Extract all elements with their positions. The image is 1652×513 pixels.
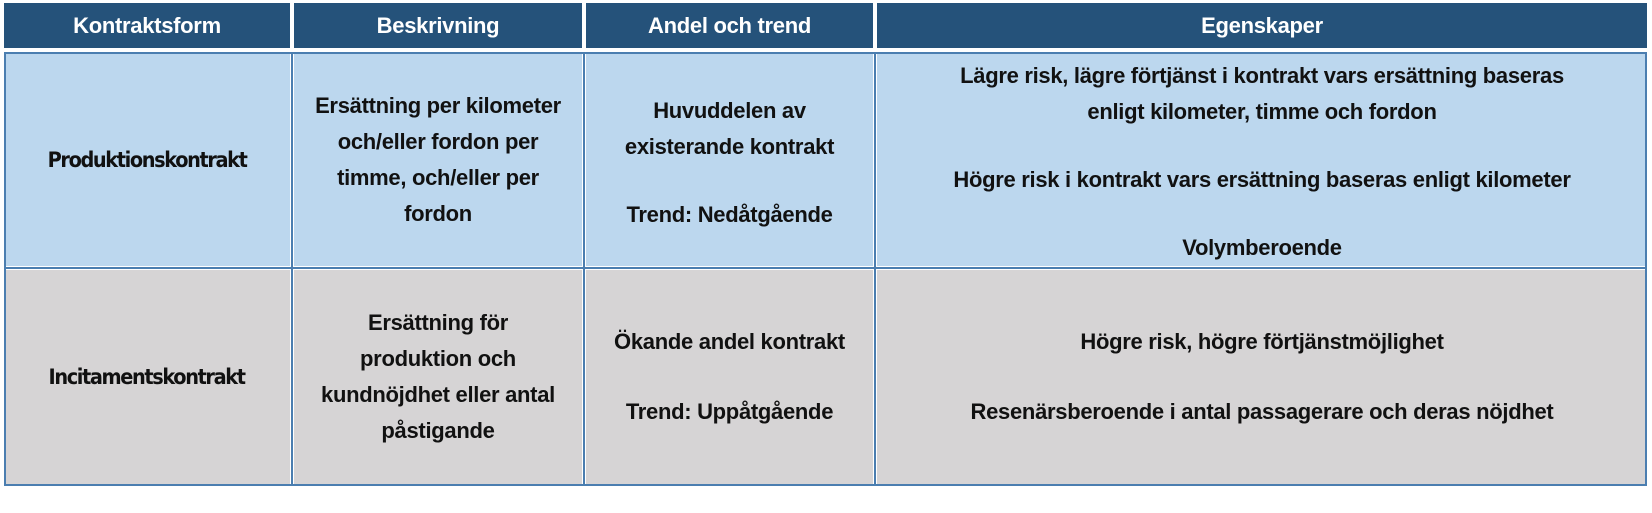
row1-trend: Trend: Nedåtgående (626, 202, 833, 227)
row1-share-cell: Huvuddelen av existerande kontrakt Trend… (586, 54, 873, 266)
header-label: Andel och trend (648, 12, 811, 38)
header-kontraktsform: Kontraktsform (4, 3, 290, 48)
row1-description-line: fordon (404, 201, 472, 226)
contract-table: Kontraktsform Beskrivning Andel och tren… (4, 3, 1647, 510)
column-divider (291, 52, 293, 486)
header-egenskaper: Egenskaper (877, 3, 1647, 48)
row1-type: Produktionskontrakt (47, 148, 248, 172)
header-divider (4, 50, 1647, 52)
row1-share-2: existerande kontrakt (624, 134, 835, 159)
row2-type: Incitamentskontrakt (48, 365, 246, 389)
row1-description-line: och/eller fordon per (337, 129, 539, 154)
row1-properties-cell: Lägre risk, lägre förtjänst i kontrakt v… (877, 54, 1647, 266)
row-divider-top (4, 52, 1647, 54)
row2-property: Högre risk, högre förtjänstmöjlighet (1080, 329, 1444, 354)
row1-property: Högre risk i kontrakt vars ersättning ba… (953, 167, 1571, 192)
row2-description-line: påstigande (381, 418, 495, 443)
header-label: Beskrivning (376, 12, 500, 38)
row2-description-cell: Ersättning för produktion och kundnöjdhe… (294, 270, 582, 484)
row2-share-cell: Ökande andel kontrakt Trend: Uppåtgående (586, 270, 873, 484)
row1-description-cell: Ersättning per kilometer och/eller fordo… (294, 54, 582, 266)
row2-trend: Trend: Uppåtgående (625, 399, 834, 424)
row1-property: Volymberoende (1182, 235, 1342, 260)
row-divider-middle (4, 267, 1647, 269)
table-border-left (4, 52, 6, 486)
row1-share: Huvuddelen av (653, 98, 806, 123)
header-label: Kontraktsform (73, 12, 221, 38)
header-label: Egenskaper (1201, 12, 1323, 38)
row1-type-cell: Produktionskontrakt (4, 54, 290, 266)
header-andel-och-trend: Andel och trend (586, 3, 873, 48)
column-divider (583, 52, 585, 486)
row-divider-bottom (4, 484, 1647, 486)
header-beskrivning: Beskrivning (294, 3, 582, 48)
row2-share: Ökande andel kontrakt (614, 329, 845, 354)
row1-description-line: Ersättning per kilometer (315, 93, 561, 118)
row2-description-line: produktion och (360, 346, 516, 371)
column-divider (874, 52, 876, 486)
row2-type-cell: Incitamentskontrakt (4, 270, 290, 484)
row2-description-line: Ersättning för (367, 310, 509, 335)
row2-properties-cell: Högre risk, högre förtjänstmöjlighet Res… (877, 270, 1647, 484)
row2-property: Resenärsberoende i antal passagerare och… (970, 399, 1554, 424)
row1-property: Lägre risk, lägre förtjänst i kontrakt v… (960, 63, 1564, 88)
row1-description-line: timme, och/eller per (337, 165, 539, 190)
row2-description-line: kundnöjdhet eller antal (321, 382, 555, 407)
row1-property: enligt kilometer, timme och fordon (1087, 99, 1437, 124)
table-border-right (1645, 52, 1647, 486)
